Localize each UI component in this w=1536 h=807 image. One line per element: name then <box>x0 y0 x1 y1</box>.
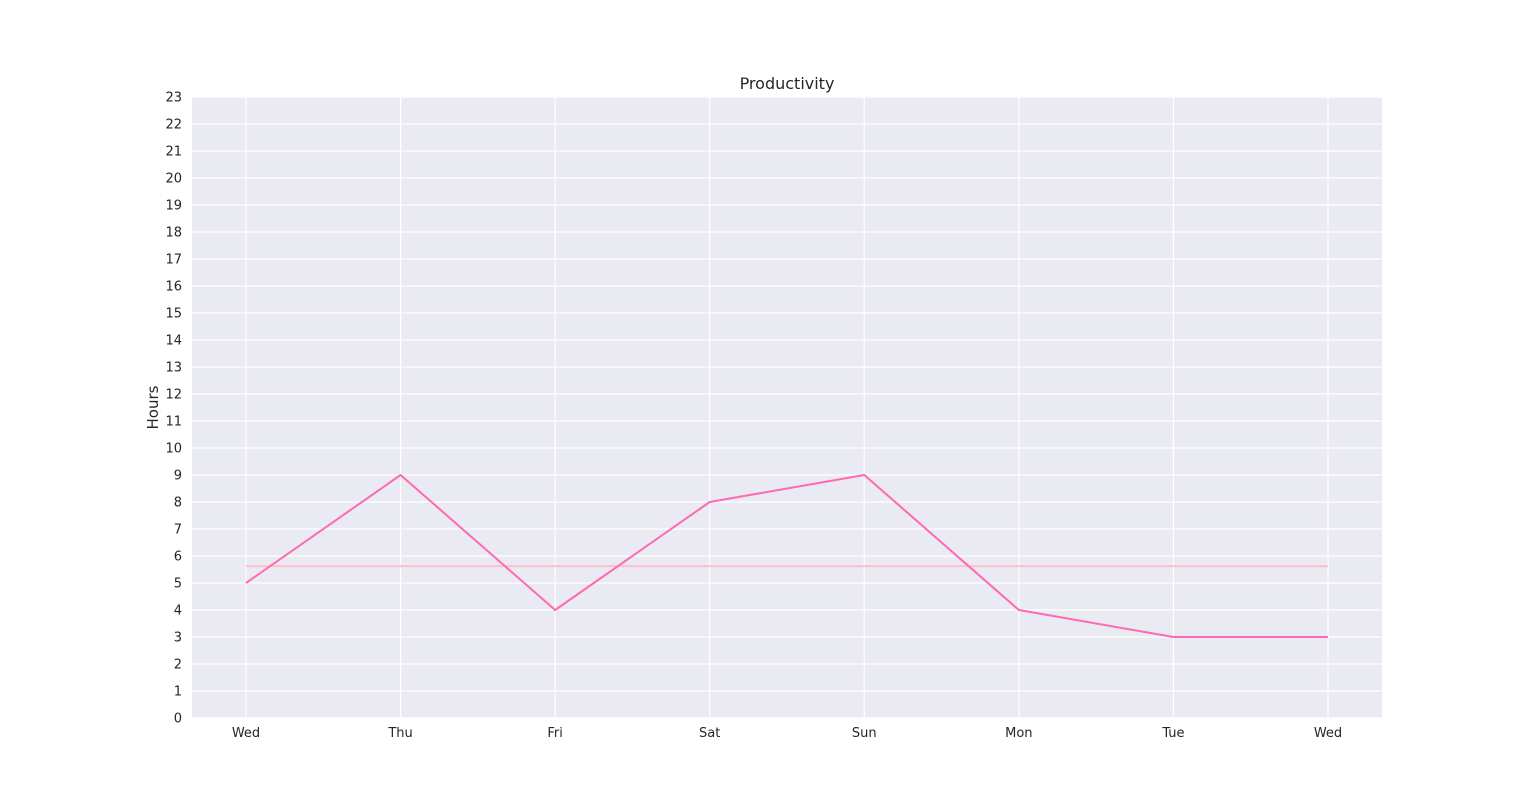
y-tick-label: 4 <box>174 604 182 619</box>
grid-lines <box>192 96 1382 719</box>
x-tick-label: Thu <box>387 726 412 741</box>
y-tick-label: 23 <box>165 91 182 106</box>
y-tick-label: 20 <box>165 172 182 187</box>
y-tick-label: 21 <box>165 145 182 160</box>
x-tick-label: Mon <box>1005 726 1032 741</box>
y-tick-label: 6 <box>174 550 182 565</box>
y-tick-label: 14 <box>165 334 182 349</box>
y-tick-label: 5 <box>174 577 182 592</box>
x-tick-label: Tue <box>1161 726 1184 741</box>
y-tick-label: 16 <box>165 280 182 295</box>
series-lines <box>245 474 1328 638</box>
x-tick-label: Sun <box>852 726 877 741</box>
y-tick-label: 15 <box>165 307 182 322</box>
y-axis-label: Hours <box>144 385 162 429</box>
y-tick-label: 18 <box>165 226 182 241</box>
x-tick-label: Wed <box>232 726 260 741</box>
y-tick-label: 7 <box>174 523 182 538</box>
y-tick-label: 13 <box>165 361 182 376</box>
chart-title: Productivity <box>740 74 835 93</box>
y-tick-label: 3 <box>174 631 182 646</box>
y-tick-label: 8 <box>174 496 182 511</box>
y-tick-label: 22 <box>165 118 182 133</box>
y-tick-label: 1 <box>174 685 182 700</box>
series-line-0 <box>245 474 1328 638</box>
x-tick-label: Fri <box>547 726 563 741</box>
y-tick-label: 12 <box>165 388 182 403</box>
y-tick-label: 19 <box>165 199 182 214</box>
y-tick-label: 17 <box>165 253 182 268</box>
x-tick-label: Wed <box>1314 726 1342 741</box>
y-tick-label: 9 <box>174 469 182 484</box>
plot-area <box>192 97 1382 718</box>
y-tick-label: 10 <box>165 442 182 457</box>
y-tick-label: 0 <box>174 712 182 727</box>
y-tick-label: 11 <box>165 415 182 430</box>
y-tick-label: 2 <box>174 658 182 673</box>
x-tick-label: Sat <box>699 726 720 741</box>
x-tick-labels: Wed Thu Fri Sat Sun Mon Tue Wed <box>232 726 1342 741</box>
